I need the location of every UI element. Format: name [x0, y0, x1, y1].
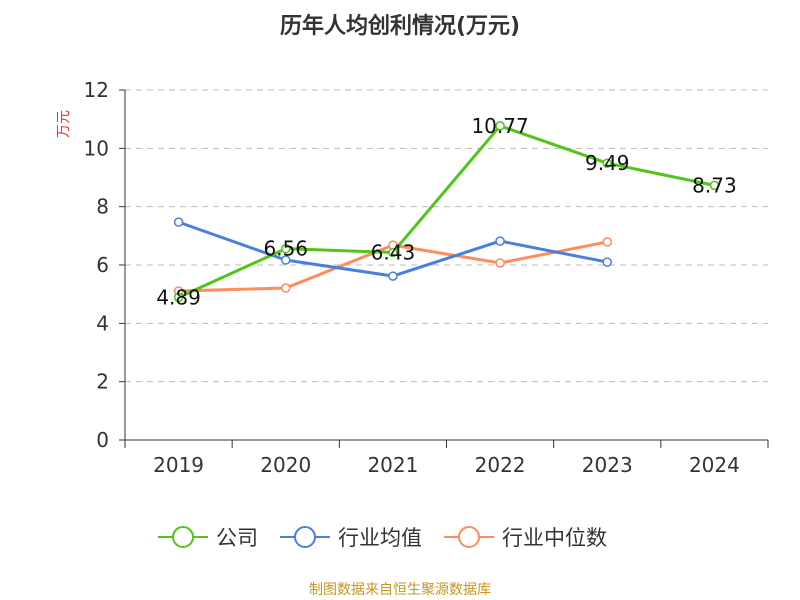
data-label: 10.77 [471, 114, 528, 138]
y-tick-label: 2 [96, 370, 109, 394]
x-tick-label: 2021 [367, 453, 418, 477]
x-tick-label: 2020 [260, 453, 311, 477]
data-label: 9.49 [585, 151, 630, 175]
x-tick-label: 2019 [153, 453, 204, 477]
data-point [602, 237, 612, 247]
data-label: 8.73 [692, 173, 737, 197]
data-point [281, 283, 291, 293]
footer-source: 制图数据来自恒生聚源数据库 [309, 582, 491, 598]
data-point [495, 121, 505, 131]
data-point [173, 292, 184, 303]
y-tick-label: 6 [96, 253, 109, 277]
legend-marker-icon [458, 526, 480, 548]
x-tick-label: 2023 [582, 453, 633, 477]
data-point [602, 158, 612, 168]
chart-title: 历年人均创利情况(万元) [280, 13, 520, 39]
legend-label: 行业中位数 [502, 526, 607, 550]
data-point [173, 217, 184, 227]
data-point [495, 236, 505, 246]
data-point [281, 255, 291, 265]
y-axis-label: 万元 [56, 110, 72, 138]
data-point [495, 258, 505, 268]
data-label: 4.89 [156, 285, 201, 309]
y-tick-label: 0 [96, 428, 109, 452]
series-line-0 [177, 124, 715, 299]
y-tick-label: 10 [84, 136, 109, 160]
data-label: 6.43 [371, 240, 416, 264]
data-point [281, 243, 291, 254]
data-point [388, 247, 398, 258]
data-label: 6.56 [263, 237, 308, 261]
data-point [388, 271, 398, 281]
legend-label: 公司 [216, 526, 258, 550]
legend-marker-icon [172, 526, 194, 548]
data-point [602, 257, 612, 267]
legend-label: 行业均值 [338, 526, 422, 550]
data-point [709, 180, 720, 191]
legend-marker-icon [294, 526, 316, 548]
y-tick-label: 8 [96, 195, 109, 219]
y-tick-label: 12 [84, 78, 109, 102]
y-tick-label: 4 [96, 311, 109, 335]
x-tick-label: 2024 [689, 453, 740, 477]
x-tick-label: 2022 [475, 453, 526, 477]
